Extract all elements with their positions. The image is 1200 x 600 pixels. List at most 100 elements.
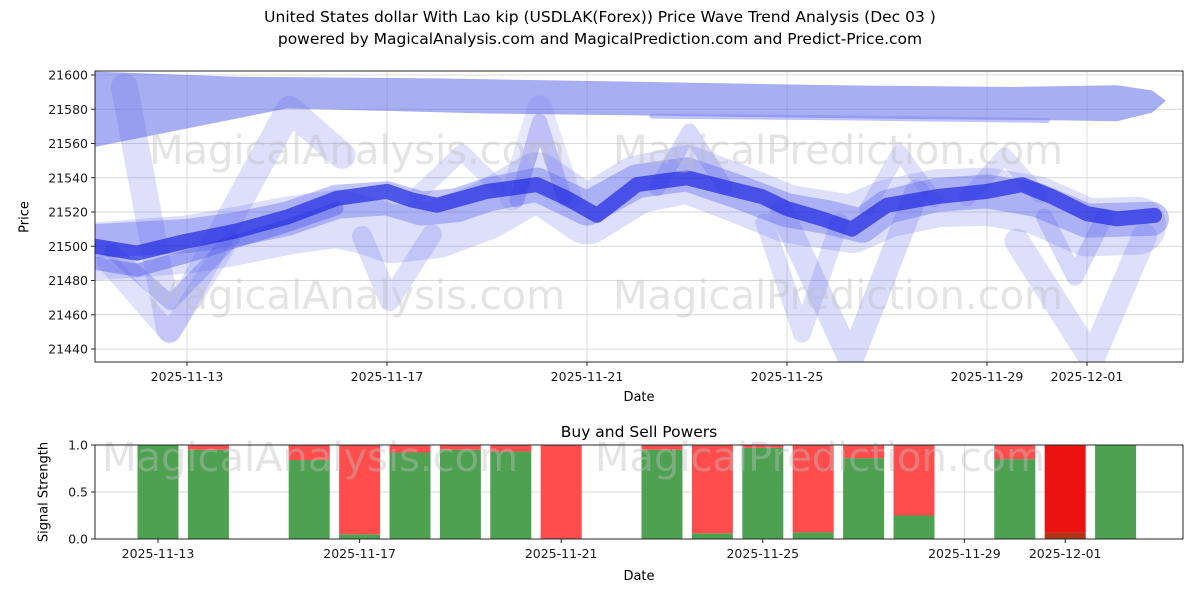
- bottom-xtick-label: 2025-11-21: [525, 546, 598, 561]
- watermark-analysis: MagicalAnalysis.com: [149, 128, 565, 174]
- price-wave-band: [95, 71, 1169, 362]
- signal-bar-2025-11-20: [490, 445, 532, 539]
- buy-segment: [1095, 445, 1137, 539]
- sell-segment: [1044, 445, 1086, 533]
- signal-bar-2025-11-14: [187, 445, 229, 539]
- bottom-ytick-label: 1.0: [68, 438, 88, 453]
- sell-segment: [691, 445, 733, 534]
- dip-nov26-deep: [770, 179, 929, 362]
- top-xlabel-date: Date: [623, 390, 655, 405]
- buy-segment: [691, 533, 733, 539]
- signal-bar-2025-11-30: [994, 445, 1036, 539]
- sell-segment: [389, 445, 431, 453]
- top-ytick-label: 21460: [48, 307, 88, 322]
- buy-segment: [742, 447, 784, 539]
- signal-bar-2025-11-28: [893, 445, 935, 539]
- watermark-prediction: MagicalPrediction.com: [595, 435, 1045, 481]
- watermark-prediction: MagicalPrediction.com: [613, 273, 1063, 319]
- buy-segment: [843, 458, 885, 539]
- dip-dec01-shallow: [1036, 208, 1113, 286]
- peak-nov18: [409, 144, 505, 203]
- buy-segment: [490, 451, 532, 539]
- left-dip-dark: [104, 231, 240, 311]
- dip-nov24: [755, 213, 849, 343]
- sell-segment: [490, 445, 532, 452]
- bottom-ytick-label: 0.0: [68, 532, 88, 547]
- chart-title-line1: United States dollar With Lao kip (USDLA…: [264, 8, 936, 26]
- top-ytick-label: 21480: [48, 273, 88, 288]
- chart-title-line2: powered by MagicalAnalysis.com and Magic…: [277, 30, 923, 48]
- signal-bar-2025-11-23: [641, 445, 683, 539]
- signal-bar-2025-11-25: [742, 445, 784, 539]
- core-wave: [95, 170, 1162, 261]
- bottom-xlabel-date: Date: [623, 569, 655, 584]
- bottom-ytick-label: 0.5: [68, 485, 88, 500]
- dip-nov17: [352, 224, 442, 311]
- buy-sell-overlap-segment: [1044, 532, 1086, 539]
- bottom-chart-axes: 0.0 0.5 1.0 2025-11-13 2025-11-17 2025-11-21 2…: [68, 438, 1184, 561]
- sell-segment: [742, 445, 784, 448]
- buy-segment: [187, 449, 229, 539]
- buy-segment: [389, 452, 431, 539]
- sell-segment: [439, 445, 481, 450]
- buy-segment: [137, 445, 179, 539]
- sell-segment: [288, 445, 330, 461]
- buy-segment: [893, 515, 935, 539]
- bottom-watermark: MagicalAnalysis.com MagicalPrediction.com: [102, 435, 1045, 481]
- signal-bar-2025-11-27: [843, 445, 885, 539]
- signal-bar-2025-11-21: [540, 445, 582, 539]
- peak-nov27: [859, 144, 942, 217]
- signal-bar-2025-11-18: [389, 445, 431, 539]
- sell-segment: [893, 445, 935, 516]
- signal-bar-2025-11-13: [137, 445, 179, 539]
- bottom-xtick-label: 2025-11-17: [323, 546, 396, 561]
- bottom-xtick-label: 2025-11-13: [122, 546, 195, 561]
- top-xtick-label: 2025-12-01: [1051, 369, 1124, 384]
- sell-segment: [187, 445, 229, 450]
- peak-nov20-outer: [500, 95, 582, 211]
- top-xtick-label: 2025-11-25: [751, 369, 824, 384]
- buy-segment: [339, 534, 381, 539]
- buy-segment: [792, 532, 834, 539]
- top-xtick-label: 2025-11-17: [351, 369, 424, 384]
- watermark-analysis: MagicalAnalysis.com: [149, 273, 565, 319]
- dip-dec01-deep: [1004, 223, 1157, 362]
- top-ytick-label: 21560: [48, 136, 88, 151]
- signal-bar-2025-12-02: [1095, 445, 1137, 539]
- buy-sell-bars: [137, 445, 1137, 539]
- signal-bar-2025-11-17: [339, 445, 381, 539]
- signal-bar-2025-11-24: [691, 445, 733, 539]
- buy-segment: [641, 449, 683, 539]
- bottom-chart-title: Buy and Sell Powers: [560, 423, 718, 441]
- sell-segment: [540, 445, 582, 539]
- sell-segment: [843, 445, 885, 459]
- top-chart-axes: 21440 21460 21480 21500 21520 21540 21560 21580…: [48, 68, 1184, 384]
- buy-segment: [994, 459, 1036, 539]
- top-ylabel-price: Price: [17, 201, 33, 233]
- top-ytick-label: 21580: [48, 102, 88, 117]
- watermarks: MagicalAnalysis.com MagicalPrediction.com…: [149, 128, 1063, 319]
- watermark-prediction: MagicalPrediction.com: [613, 128, 1063, 174]
- bottom-xtick-label: 2025-12-01: [1029, 546, 1102, 561]
- upper-forecast-band: [95, 71, 1166, 147]
- signal-bar-2025-11-26: [792, 445, 834, 539]
- top-ytick-label: 21520: [48, 205, 88, 220]
- top-ytick-label: 21540: [48, 170, 88, 185]
- sell-segment: [641, 445, 683, 450]
- buy-segment: [439, 449, 481, 539]
- top-xtick-label: 2025-11-13: [151, 369, 224, 384]
- bottom-xtick-label: 2025-11-29: [928, 546, 1001, 561]
- bottom-xtick-label: 2025-11-25: [726, 546, 799, 561]
- signal-bar-2025-12-01: [1044, 445, 1086, 539]
- peak-nov20-inner: [509, 113, 572, 208]
- buy-segment: [288, 460, 330, 539]
- top-ytick-label: 21600: [48, 68, 88, 83]
- watermark-analysis: MagicalAnalysis.com: [102, 435, 518, 481]
- left-dip-light: [97, 238, 235, 344]
- peak-nov23: [649, 123, 733, 196]
- sell-segment: [792, 445, 834, 533]
- top-ytick-label: 21440: [48, 342, 88, 357]
- core-secondary: [95, 202, 344, 277]
